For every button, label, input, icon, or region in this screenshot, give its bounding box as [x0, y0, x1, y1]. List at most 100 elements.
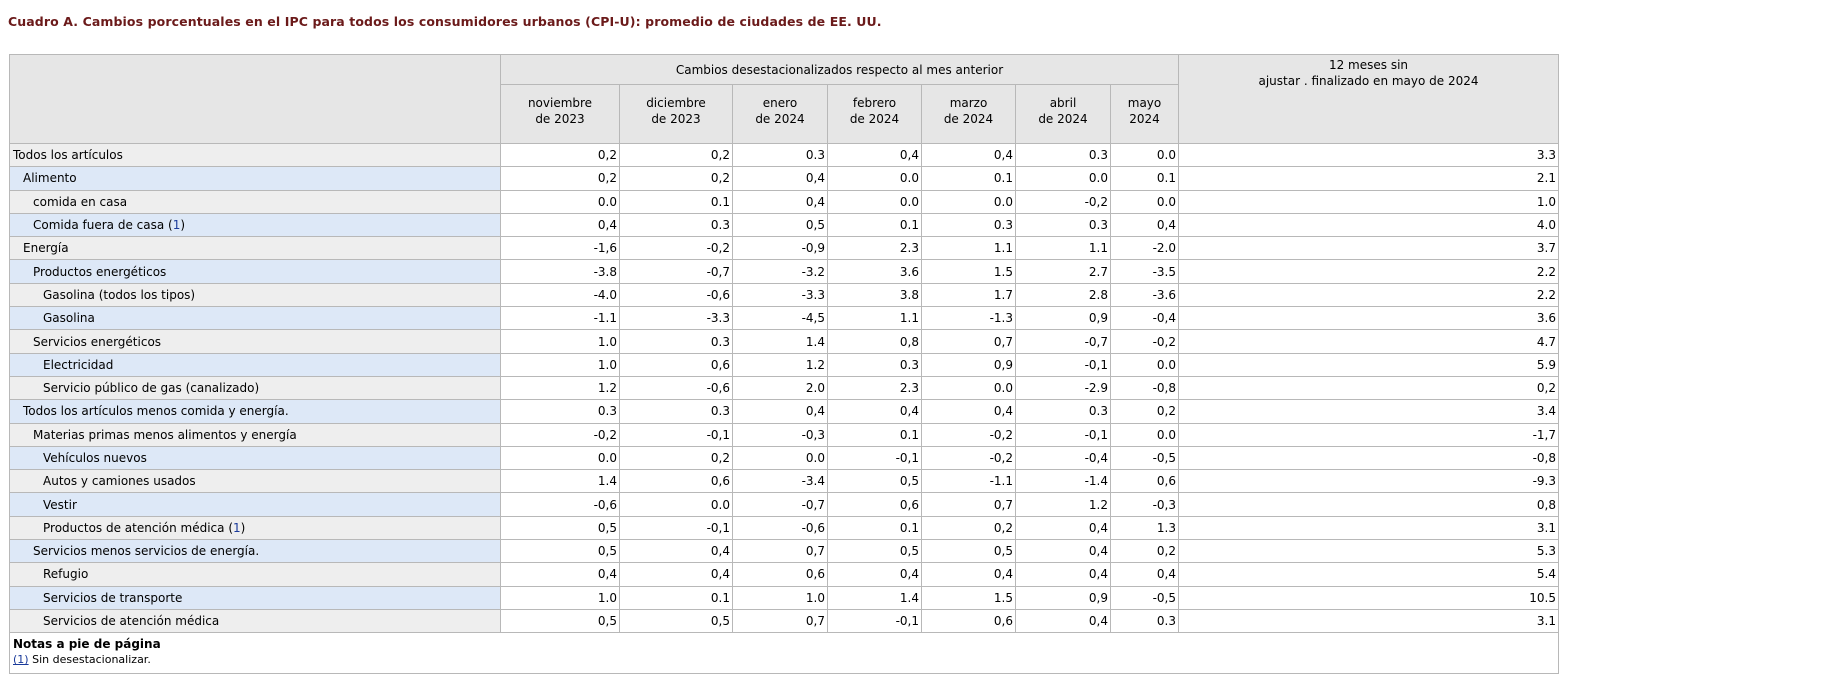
monthly-value-cell: 0,4 — [732, 189, 828, 214]
monthly-value-cell: 1.7 — [921, 282, 1016, 308]
monthly-value-cell: -0,9 — [732, 236, 828, 261]
table-row: Servicio público de gas (canalizado) 1.2-… — [9, 375, 1559, 401]
month-header: diciembre de 2023 — [619, 84, 733, 144]
footnote-ref-link[interactable]: 1 — [172, 218, 181, 233]
annual-value-cell: 3.7 — [1178, 236, 1559, 261]
monthly-value-cell: -0,1 — [619, 515, 733, 541]
annual-value-cell: 3.4 — [1178, 399, 1559, 424]
monthly-value-cell: 1.4 — [732, 329, 828, 354]
table-row: Vestir -0,6 0.0 -0,7 0,6 0,7 1.2 -0,3 0,8 — [9, 492, 1559, 517]
monthly-value-cell: 2.3 — [827, 375, 922, 401]
row-label: Electricidad — [9, 352, 501, 377]
annual-value-cell: 2.2 — [1178, 282, 1559, 308]
row-label-text: Todos los artículos — [13, 148, 123, 163]
row-label-text: Gasolina (todos los tipos) — [43, 287, 196, 302]
table-row: Energía -1,6 -0,2 -0,9 2.3 1.1 1.1 -2.0 3.7 — [9, 236, 1559, 261]
row-label: Materias primas menos alimentos y energí… — [9, 422, 501, 447]
monthly-value-cell: -3.3 — [732, 282, 828, 308]
monthly-value-cell: 0,4 — [500, 212, 620, 238]
month-header-row: noviembre de 2023 diciembre de 2023 enero de … — [10, 84, 1559, 144]
annual-value-cell: 3.3 — [1178, 142, 1559, 168]
monthly-value-cell: -0,2 — [619, 236, 733, 261]
monthly-value-cell: -0,6 — [619, 282, 733, 308]
table-row: comida en casa 0.0 0.1 0,4 0.0 0.0 -0,2 0.0 1.0 — [9, 189, 1559, 214]
annual-value-cell: 3.1 — [1178, 515, 1559, 541]
monthly-value-cell: -0,7 — [732, 492, 828, 517]
monthly-value-cell: 1.2 — [732, 352, 828, 377]
monthly-value-cell: 0.1 — [827, 422, 922, 447]
monthly-value-cell: 2.3 — [827, 236, 922, 261]
monthly-value-cell: 0.0 — [1015, 166, 1111, 191]
row-label: Servicios de atención médica — [9, 608, 501, 634]
monthly-value-cell: 0,7 — [732, 608, 828, 634]
monthly-value-cell: 0,5 — [732, 212, 828, 238]
month-header-line2: de 2024 — [943, 112, 994, 126]
table-row: Servicios energéticos 1.0 0.3 1.4 0,8 0,7 -0,7… — [9, 329, 1559, 354]
monthly-value-cell: 1.1 — [1015, 236, 1111, 261]
monthly-value-cell: 0.1 — [827, 212, 922, 238]
monthly-value-cell: 0,4 — [732, 166, 828, 191]
monthly-value-cell: -2.9 — [1015, 375, 1111, 401]
monthly-value-cell: 0,2 — [619, 142, 733, 168]
stub-header — [9, 54, 501, 144]
row-label-text: Electricidad — [43, 357, 114, 372]
monthly-value-cell: 2.7 — [1015, 259, 1111, 284]
row-label-text: Servicios energéticos — [33, 334, 162, 349]
footnote-item: (1) Sin desestacionalizar. — [13, 652, 1555, 667]
monthly-value-cell: 0,9 — [921, 352, 1016, 377]
row-label: Servicio público de gas (canalizado) — [9, 375, 501, 401]
monthly-value-cell: 0,4 — [921, 399, 1016, 424]
table-row: Todos los artículos 0,2 0,2 0.3 0,4 0,4 0.3 0.0… — [9, 142, 1559, 168]
monthly-value-cell: 2.8 — [1015, 282, 1111, 308]
monthly-value-cell: 0.0 — [827, 189, 922, 214]
monthly-value-cell: -3.3 — [619, 306, 733, 331]
monthly-value-cell: 0,6 — [619, 352, 733, 377]
monthly-value-cell: -0,6 — [619, 375, 733, 401]
monthly-value-cell: -0,7 — [619, 259, 733, 284]
month-header: febrero de 2024 — [827, 84, 922, 144]
row-label-text: Productos de atención médica — [43, 520, 225, 535]
monthly-value-cell: 3.6 — [827, 259, 922, 284]
monthly-value-cell: 0,2 — [619, 166, 733, 191]
monthly-value-cell: 0.0 — [500, 445, 620, 471]
monthly-value-cell: 1.1 — [827, 306, 922, 331]
monthly-value-cell: 1.5 — [921, 585, 1016, 610]
row-label-text: Alimento — [23, 171, 77, 186]
monthly-value-cell: -0,1 — [827, 445, 922, 471]
table-row: Electricidad 1.0 0,6 1.2 0.3 0,9 -0,1 0.0 5.9 — [9, 352, 1559, 377]
monthly-value-cell: 1.2 — [500, 375, 620, 401]
monthly-value-cell: -2.0 — [1110, 236, 1179, 261]
annual-value-cell: 4.0 — [1178, 212, 1559, 238]
row-label: Comida fuera de casa (1) — [9, 212, 501, 238]
monthly-value-cell: -3.4 — [732, 469, 828, 494]
annual-value-cell: 0,2 — [1178, 375, 1559, 401]
month-header-line1: diciembre — [646, 96, 706, 110]
monthly-value-cell: -0,2 — [1015, 189, 1111, 214]
table-row: Productos energéticos -3.8 -0,7 -3.2 3.6 1.5 2… — [9, 259, 1559, 284]
monthly-value-cell: -1.1 — [500, 306, 620, 331]
monthly-value-cell: -1.3 — [921, 306, 1016, 331]
cpi-table: Cambios desestacionalizados respecto al … — [9, 54, 1559, 674]
monthly-value-cell: 0,7 — [921, 329, 1016, 354]
row-label: Productos de atención médica (1) — [9, 515, 501, 541]
table-row: Vehículos nuevos 0.0 0,2 0.0 -0,1 -0,2 -0,4 -0,… — [9, 445, 1559, 471]
row-label: Todos los artículos — [9, 142, 501, 168]
row-label-text: Vestir — [43, 497, 77, 512]
monthly-value-cell: 0,5 — [827, 539, 922, 564]
annual-value-cell: 2.2 — [1178, 259, 1559, 284]
table-title: Cuadro A. Cambios porcentuales en el IPC… — [8, 14, 882, 29]
annual-value-cell: -1,7 — [1178, 422, 1559, 447]
month-header-line2: de 2023 — [651, 112, 701, 126]
monthly-value-cell: 1.4 — [827, 585, 922, 610]
monthly-value-cell: 0.0 — [827, 166, 922, 191]
monthly-value-cell: -1.1 — [921, 469, 1016, 494]
footnote-ref-link[interactable]: 1 — [233, 520, 241, 535]
monthly-value-cell: 1.2 — [1015, 492, 1111, 517]
monthly-value-cell: 0.0 — [500, 189, 620, 214]
footnote-anchor-link[interactable]: (1) — [13, 653, 29, 667]
annual-value-cell: 3.6 — [1178, 306, 1559, 331]
monthly-value-cell: 0,4 — [619, 539, 733, 564]
annual-header: 12 meses sin ajustar . finalizado en may… — [1178, 54, 1559, 144]
row-label: Autos y camiones usados — [9, 469, 501, 494]
month-header-line1: marzo — [949, 96, 988, 110]
